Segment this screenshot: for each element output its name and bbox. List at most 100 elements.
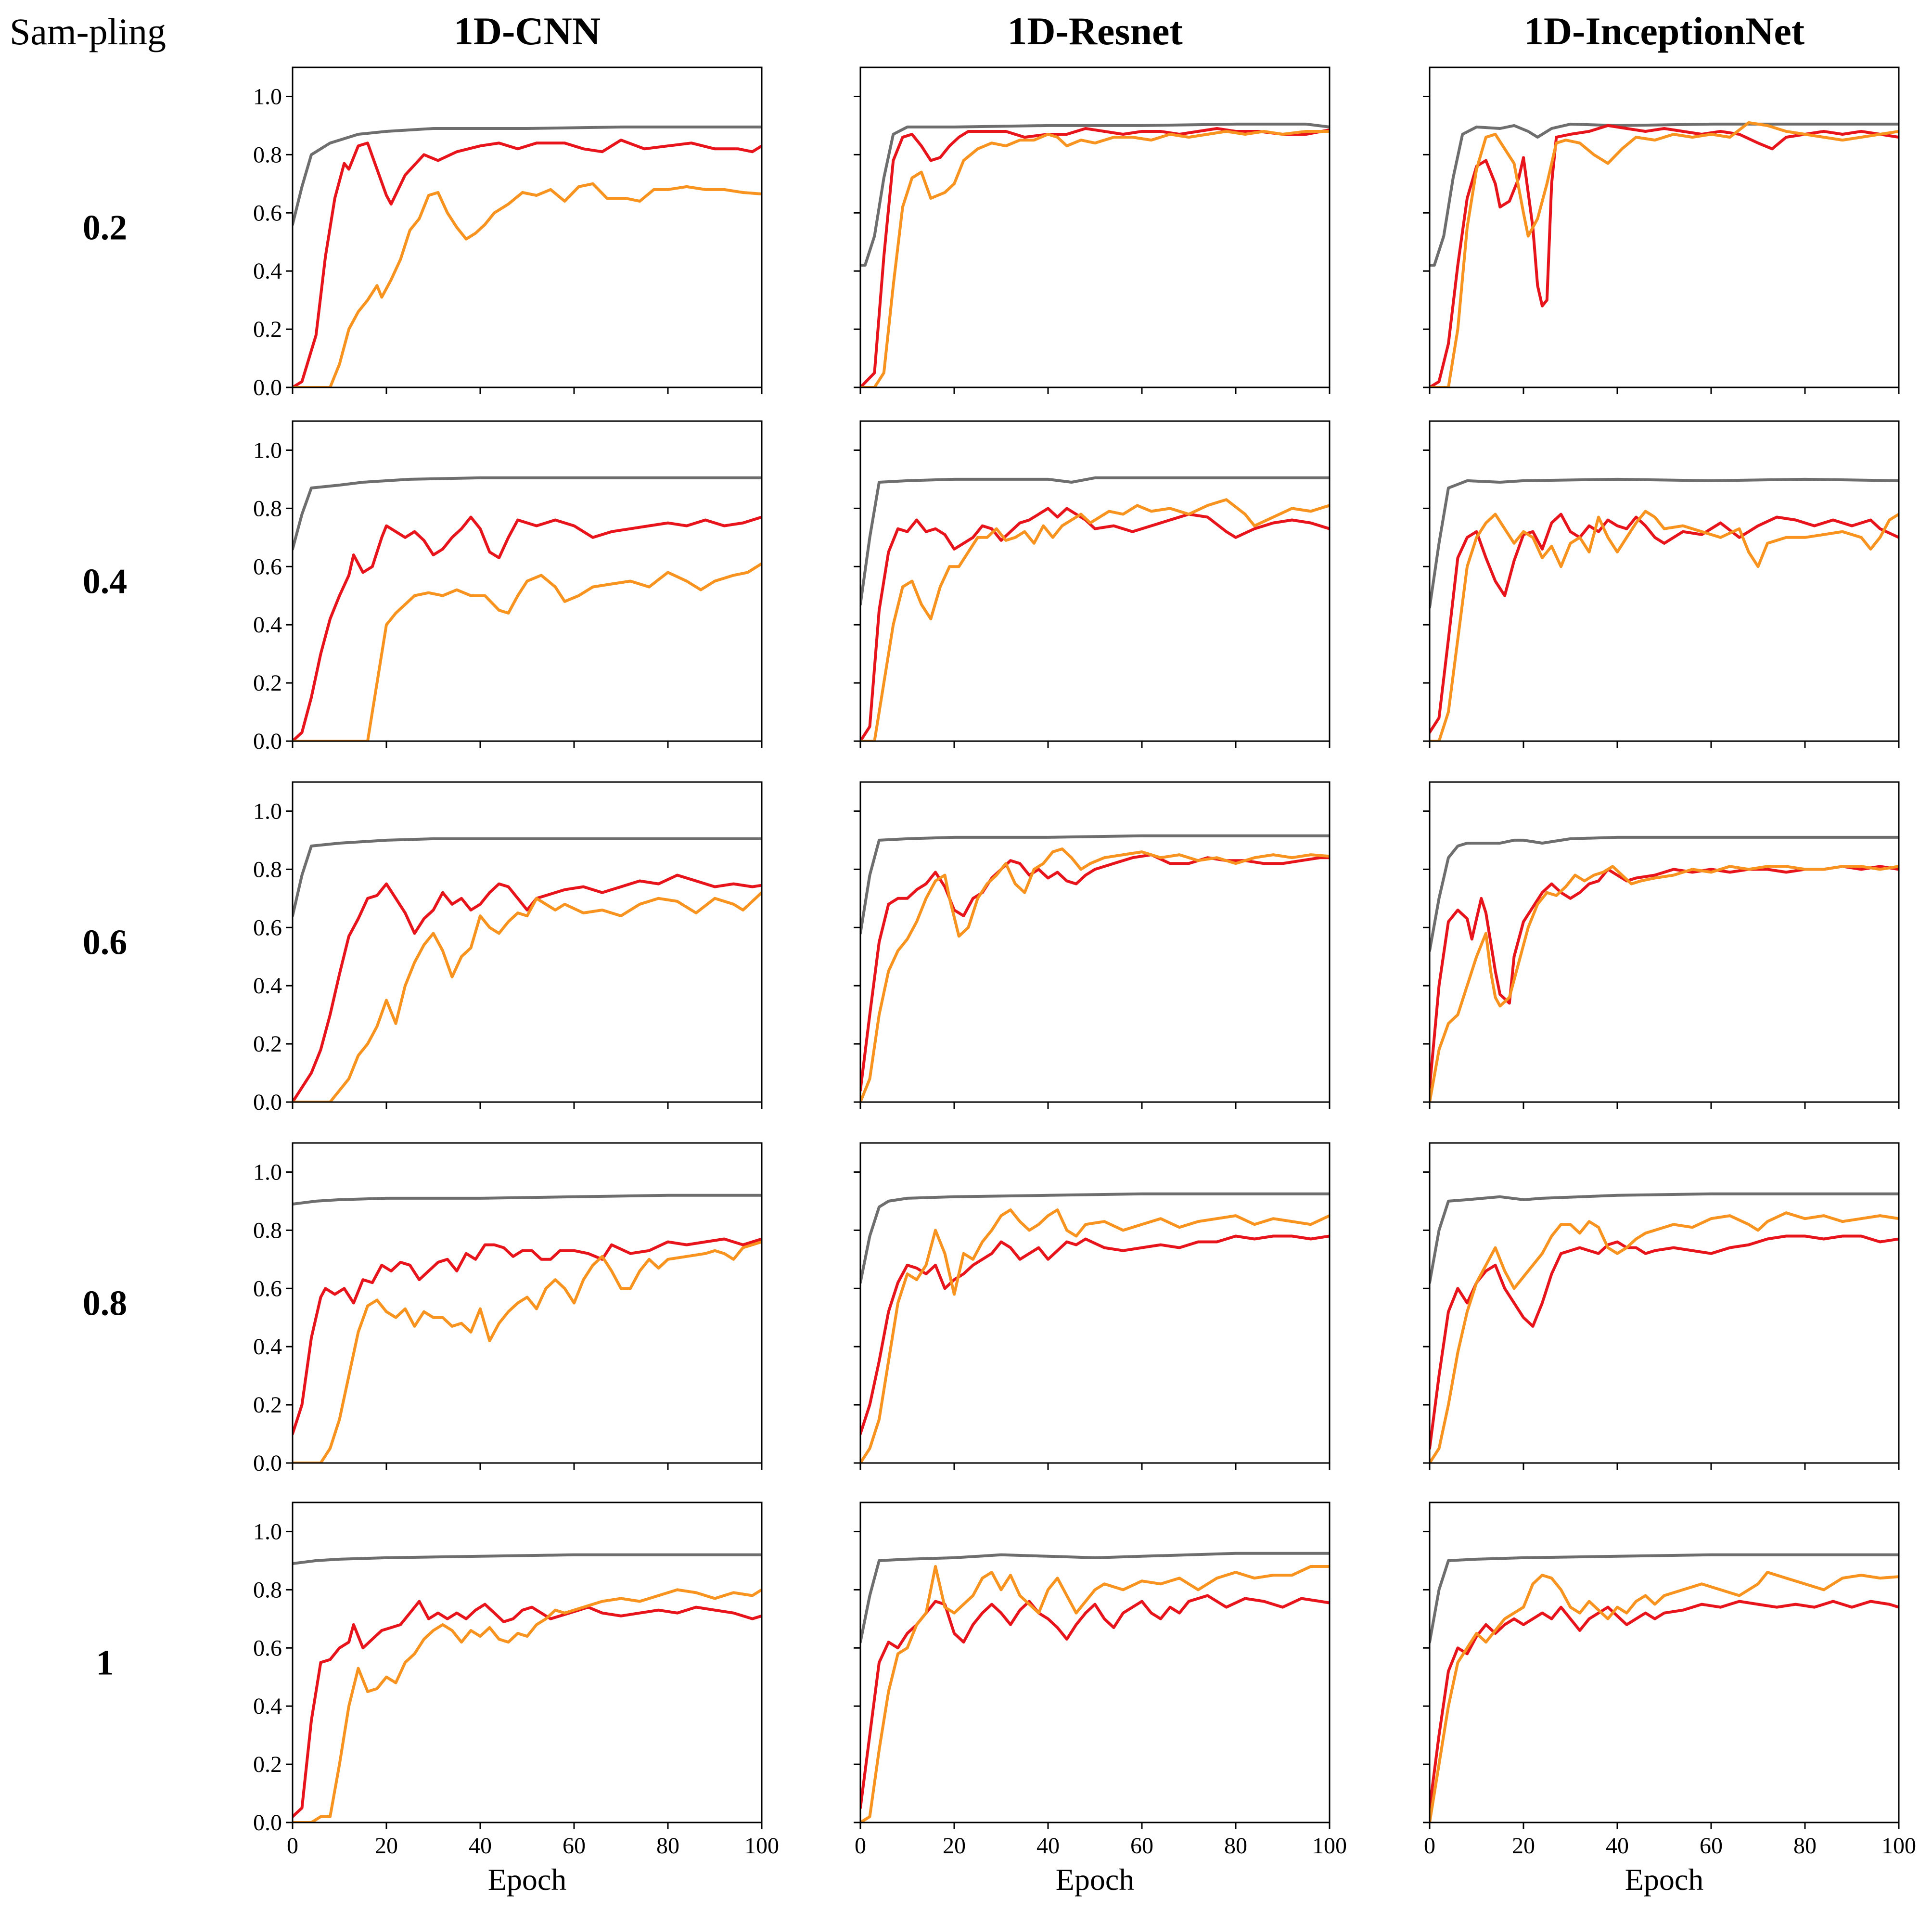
panel-r1-1d-inceptionnet: 0 20 40 60 80 100 Epoch (1423, 1501, 1916, 1897)
plot-frame (859, 420, 1331, 742)
plot-frame (292, 781, 763, 1103)
column-title-1d-resnet: 1D-Resnet (1007, 9, 1182, 53)
x-tick-label: 100 (1312, 1833, 1347, 1859)
series-line-orange (860, 498, 1330, 741)
plot-frame (292, 420, 763, 742)
series-line-red (860, 127, 1330, 387)
series-line-red (293, 873, 762, 1102)
y-tick-label: 0.0 (253, 375, 282, 400)
x-tick-label: 80 (1224, 1833, 1247, 1859)
y-tick-label: 0.2 (253, 1392, 282, 1418)
panel-r0-6-1d-inceptionnet (1423, 781, 1900, 1109)
panel-r0-2-1d-cnn: 0.0 0.2 0.4 0.6 0.8 1.0 (253, 66, 763, 400)
x-tick-label: 100 (744, 1833, 779, 1859)
series-line-gray (293, 1553, 762, 1565)
series-line-orange (293, 1588, 762, 1822)
y-tick-label: 0.4 (253, 1334, 282, 1360)
series-line-gray (1430, 122, 1899, 267)
x-axis-label: Epoch (488, 1862, 567, 1897)
series-line-orange (1430, 121, 1899, 387)
series-line-orange (860, 1208, 1330, 1463)
series-line-red (1430, 513, 1899, 734)
x-tick-label: 60 (563, 1833, 586, 1859)
series-line-gray (293, 125, 762, 226)
series-line-gray (293, 476, 762, 551)
x-tick-label: 40 (469, 1833, 492, 1859)
chart-panels: 0.00.20.40.60.81.00.00.20.40.60.81.00.00… (253, 66, 1916, 1897)
plot-frame (292, 1501, 763, 1823)
series-line-red (860, 507, 1330, 741)
series-line-gray (293, 1193, 762, 1206)
x-tick-label: 60 (1130, 1833, 1153, 1859)
x-tick-label: 20 (943, 1833, 966, 1859)
series-line-gray (293, 837, 762, 918)
x-tick-label: 20 (1512, 1833, 1535, 1859)
y-tick-label: 0.4 (253, 973, 282, 999)
x-tick-label: 0 (855, 1833, 866, 1859)
y-tick-label: 0.0 (253, 1810, 282, 1835)
y-tick-label: 1.0 (253, 1159, 282, 1185)
y-tick-label: 0.4 (253, 612, 282, 638)
series-line-orange (1430, 1571, 1899, 1822)
series-line-orange (293, 562, 762, 741)
column-titles: 1D-CNN 1D-Resnet 1D-InceptionNet (454, 9, 1804, 53)
series-line-gray (1430, 1192, 1899, 1284)
x-tick-label: 40 (1606, 1833, 1629, 1859)
x-tick-label: 20 (375, 1833, 398, 1859)
y-tick-label: 0.0 (253, 729, 282, 754)
panel-r1-1d-cnn: 0.0 0.2 0.4 0.6 0.8 1.0 0 20 40 60 80 100 Epoch (253, 1501, 779, 1897)
y-tick-label: 1.0 (253, 437, 282, 463)
series-line-red (860, 1234, 1330, 1436)
series-line-gray (1430, 477, 1899, 609)
y-tick-label: 0.6 (253, 1635, 282, 1661)
plot-frame (859, 66, 1331, 388)
y-tick-label: 1.0 (253, 798, 282, 824)
series-line-gray (1430, 1553, 1899, 1644)
series-line-red (293, 1600, 762, 1818)
x-tick-label: 40 (1036, 1833, 1060, 1859)
series-line-red (860, 1594, 1330, 1809)
x-tick-label: 80 (1793, 1833, 1817, 1859)
series-line-red (1430, 1234, 1899, 1450)
series-line-orange (293, 1240, 762, 1463)
y-tick-label: 0.8 (253, 142, 282, 167)
plot-frame (1429, 1501, 1900, 1823)
panel-r0-4-1d-inceptionnet (1423, 420, 1900, 748)
series-line-orange (860, 130, 1330, 387)
sampling-header: Sam-pling (10, 11, 166, 52)
y-tick-label: 0.2 (253, 1031, 282, 1057)
series-line-gray (860, 476, 1330, 606)
panel-r0-6-1d-resnet (854, 781, 1331, 1109)
series-line-orange (860, 1565, 1330, 1822)
series-line-red (293, 139, 762, 387)
x-tick-label: 80 (656, 1833, 679, 1859)
plot-frame (1429, 66, 1900, 388)
series-line-orange (293, 891, 762, 1102)
series-line-orange (293, 182, 762, 387)
x-tick-label: 0 (1424, 1833, 1435, 1859)
panel-r0-4-1d-resnet (854, 420, 1331, 748)
y-tick-label: 0.2 (253, 317, 282, 342)
panel-r0-2-1d-resnet (854, 66, 1331, 394)
column-title-1d-inceptionnet: 1D-InceptionNet (1524, 9, 1804, 53)
series-line-gray (860, 1192, 1330, 1284)
series-line-gray (860, 122, 1330, 267)
y-tick-label: 0.8 (253, 1577, 282, 1603)
x-tick-label: 100 (1881, 1833, 1916, 1859)
row-label-0-6: 0.6 (83, 923, 128, 962)
column-title-1d-cnn: 1D-CNN (454, 9, 601, 53)
y-tick-label: 0.8 (253, 857, 282, 882)
y-tick-label: 1.0 (253, 1519, 282, 1544)
plot-frame (1429, 781, 1900, 1103)
row-label-0-4: 0.4 (83, 562, 128, 602)
x-tick-label: 0 (287, 1833, 298, 1859)
y-tick-label: 0.6 (253, 200, 282, 226)
y-tick-label: 1.0 (253, 84, 282, 109)
series-line-gray (1430, 835, 1899, 952)
plot-frame (292, 1142, 763, 1464)
series-line-red (1430, 865, 1899, 1089)
series-line-orange (1430, 1211, 1899, 1463)
x-axis-label: Epoch (1056, 1862, 1135, 1897)
y-tick-label: 0.8 (253, 496, 282, 521)
y-tick-label: 0.4 (253, 258, 282, 284)
